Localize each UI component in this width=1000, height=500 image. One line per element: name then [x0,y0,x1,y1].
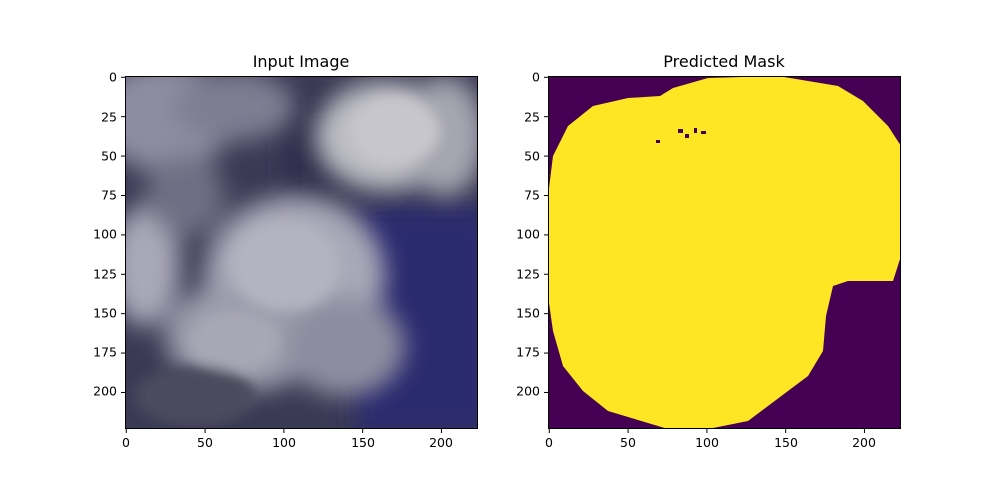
xtick-label: 100 [695,435,719,450]
ytick-label: 75 [524,187,540,203]
ytick-label: 0 [109,69,117,85]
xtick-label: 50 [620,435,636,450]
ytick-label: 50 [101,148,117,164]
xtick-label: 200 [852,435,876,450]
ytick-label: 100 [516,226,540,242]
ytick-label: 25 [524,109,540,125]
input-image-title: Input Image [252,52,350,71]
ytick-label: 200 [93,383,117,399]
xtick-label: 200 [429,435,453,450]
xtick-label: 100 [272,435,296,450]
xtick-label: 150 [351,435,375,450]
ytick-label: 50 [524,148,540,164]
ytick-label: 0 [532,69,540,85]
xtick-label: 50 [197,435,213,450]
ytick-label: 150 [93,305,117,321]
input-image-raster [125,76,478,429]
ytick-label: 100 [93,226,117,242]
xtick-label: 0 [545,435,553,450]
ytick-label: 150 [516,305,540,321]
ytick-label: 75 [101,187,117,203]
mask-raster [548,76,901,429]
ytick-label: 125 [516,266,540,282]
predicted-mask-axes [544,76,901,433]
ytick-label: 125 [93,266,117,282]
xtick-label: 0 [122,435,130,450]
xtick-label: 150 [774,435,798,450]
ytick-label: 200 [516,383,540,399]
input-image-axes [121,76,478,433]
ytick-label: 25 [101,109,117,125]
ytick-label: 175 [516,344,540,360]
ytick-label: 175 [93,344,117,360]
predicted-mask-title: Predicted Mask [663,52,785,71]
